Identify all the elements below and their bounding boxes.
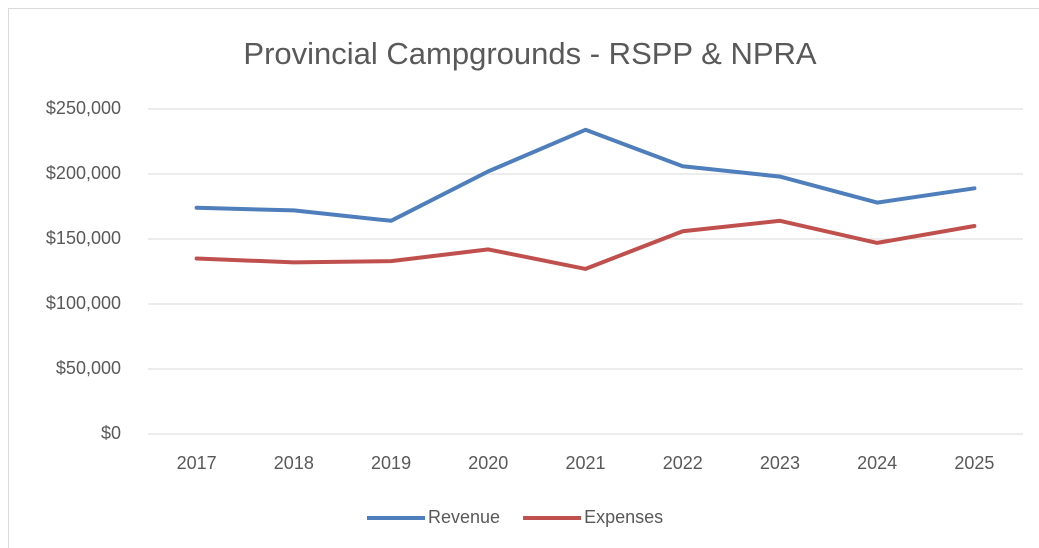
y-tick-label: $150,000 — [46, 228, 121, 248]
x-tick-label: 2025 — [954, 453, 994, 473]
x-tick-label: 2019 — [371, 453, 411, 473]
x-tick-label: 2022 — [663, 453, 703, 473]
chart-frame — [8, 8, 1039, 548]
line-series — [194, 127, 977, 223]
x-tick-label: 2020 — [468, 453, 508, 473]
y-tick-label: $200,000 — [46, 163, 121, 183]
x-tick-label: 2018 — [274, 453, 314, 473]
legend-label: Revenue — [428, 507, 500, 527]
y-tick-label: $100,000 — [46, 293, 121, 313]
chart-title: Provincial Campgrounds - RSPP & NPRA — [243, 36, 816, 71]
x-tick-label: 2021 — [565, 453, 605, 473]
y-tick-label: $250,000 — [46, 98, 121, 118]
y-tick-label: $50,000 — [56, 358, 121, 378]
line-series — [194, 218, 977, 271]
x-tick-label: 2023 — [760, 453, 800, 473]
legend-label: Expenses — [584, 507, 663, 527]
x-tick-label: 2017 — [177, 453, 217, 473]
y-tick-label: $0 — [101, 423, 121, 443]
x-tick-label: 2024 — [857, 453, 897, 473]
